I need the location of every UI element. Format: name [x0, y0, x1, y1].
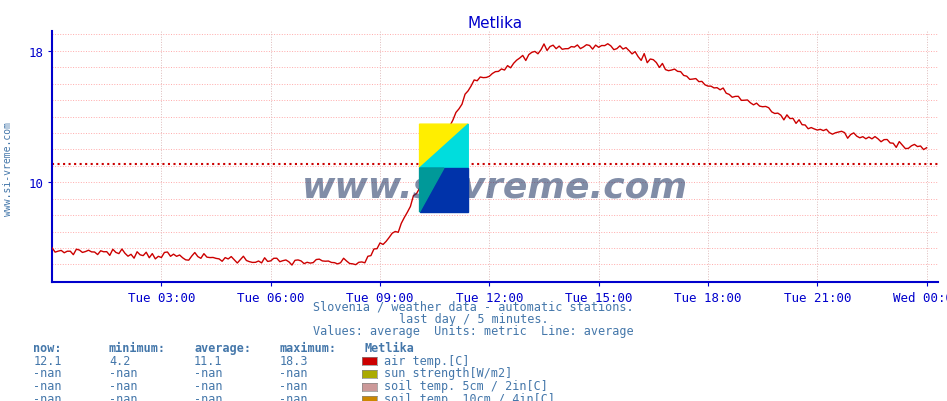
Text: -nan: -nan: [279, 379, 308, 392]
Text: 12.1: 12.1: [33, 354, 62, 367]
Text: Slovenia / weather data - automatic stations.: Slovenia / weather data - automatic stat…: [313, 300, 634, 312]
Text: -nan: -nan: [109, 392, 137, 401]
Text: last day / 5 minutes.: last day / 5 minutes.: [399, 312, 548, 325]
Text: soil temp. 10cm / 4in[C]: soil temp. 10cm / 4in[C]: [384, 392, 555, 401]
Text: soil temp. 5cm / 2in[C]: soil temp. 5cm / 2in[C]: [384, 379, 547, 392]
Text: 4.2: 4.2: [109, 354, 131, 367]
Polygon shape: [420, 125, 468, 169]
Text: -nan: -nan: [279, 367, 308, 379]
Text: maximum:: maximum:: [279, 341, 336, 354]
Text: -nan: -nan: [33, 367, 62, 379]
Text: -nan: -nan: [109, 367, 137, 379]
Text: -nan: -nan: [194, 367, 223, 379]
Text: -nan: -nan: [33, 392, 62, 401]
Text: 11.1: 11.1: [194, 354, 223, 367]
Text: -nan: -nan: [194, 379, 223, 392]
Polygon shape: [420, 169, 468, 213]
Text: now:: now:: [33, 341, 62, 354]
Text: Metlika: Metlika: [365, 341, 415, 354]
Text: www.si-vreme.com: www.si-vreme.com: [302, 170, 688, 205]
Text: -nan: -nan: [109, 379, 137, 392]
Text: sun strength[W/m2]: sun strength[W/m2]: [384, 367, 511, 379]
Text: -nan: -nan: [279, 392, 308, 401]
Polygon shape: [420, 125, 468, 169]
Text: minimum:: minimum:: [109, 341, 166, 354]
Text: -nan: -nan: [194, 392, 223, 401]
Text: 18.3: 18.3: [279, 354, 308, 367]
Text: Values: average  Units: metric  Line: average: Values: average Units: metric Line: aver…: [313, 324, 634, 337]
Text: average:: average:: [194, 341, 251, 354]
Text: www.si-vreme.com: www.si-vreme.com: [3, 122, 12, 215]
Text: air temp.[C]: air temp.[C]: [384, 354, 469, 367]
Title: Metlika: Metlika: [467, 16, 523, 31]
Polygon shape: [420, 169, 444, 213]
Text: -nan: -nan: [33, 379, 62, 392]
